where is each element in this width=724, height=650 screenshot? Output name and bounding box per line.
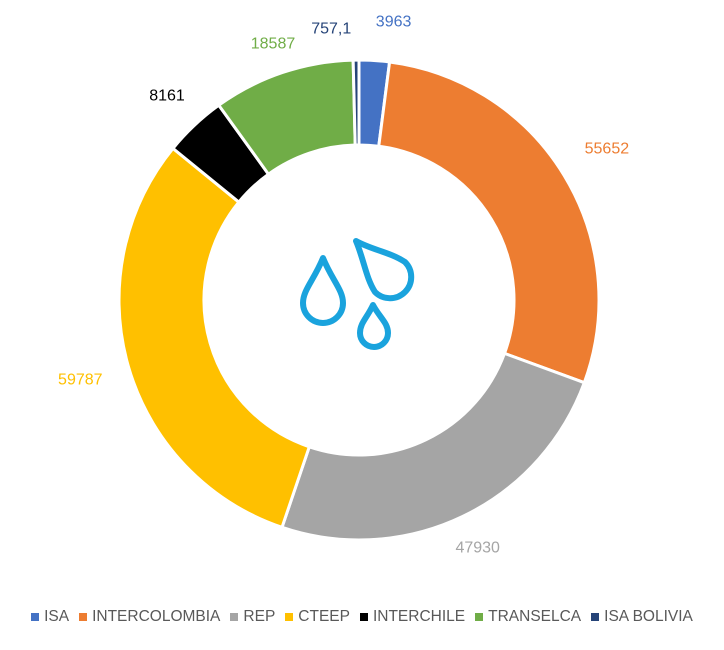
slice-isa-bolivia — [351, 58, 361, 147]
water-drop-right-icon — [353, 238, 415, 302]
legend-item-isa: ISA — [31, 608, 69, 626]
legend-swatch — [31, 613, 40, 621]
legend-swatch — [359, 613, 368, 621]
data-label-transelca: 18587 — [251, 35, 296, 52]
legend-item-interchile: INTERCHILE — [359, 608, 466, 626]
legend-swatch — [591, 613, 600, 621]
water-drop-small-icon — [357, 302, 391, 350]
legend-item-rep: REP — [230, 608, 275, 626]
legend-swatch — [79, 613, 88, 621]
legend-label: INTERCOLOMBIA — [92, 608, 221, 625]
water-drop-left-icon — [300, 255, 346, 326]
legend-item-isa-bolivia: ISA BOLIVIA — [591, 608, 693, 626]
slice-intercolombia — [377, 60, 601, 385]
legend-item-transelca: TRANSELCA — [475, 608, 581, 626]
data-labels: 3963 55652 47930 59787 8161 18587 757,1 — [58, 13, 629, 556]
slice-rep — [280, 351, 587, 542]
legend-label: REP — [243, 608, 276, 625]
legend-swatch — [230, 613, 239, 621]
legend-label: INTERCHILE — [372, 608, 466, 625]
donut-slices — [117, 58, 601, 542]
slice-cteep — [117, 146, 312, 530]
legend-label: CTEEP — [298, 608, 350, 625]
legend-item-intercolombia: INTERCOLOMBIA — [79, 608, 220, 626]
data-label-isa-bolivia: 757,1 — [311, 21, 351, 38]
water-drops-icon — [300, 238, 415, 350]
legend-label: ISA BOLIVIA — [604, 608, 693, 625]
legend-label: ISA — [44, 608, 70, 625]
legend-swatch — [285, 613, 294, 621]
data-label-isa: 3963 — [376, 13, 412, 30]
legend-label: TRANSELCA — [488, 608, 582, 625]
data-label-interchile: 8161 — [149, 87, 185, 104]
legend-item-cteep: CTEEP — [285, 608, 350, 626]
data-label-cteep: 59787 — [58, 371, 103, 388]
data-label-intercolombia: 55652 — [585, 141, 630, 158]
legend-swatch — [475, 613, 484, 621]
data-label-rep: 47930 — [455, 539, 500, 556]
chart-legend: ISA INTERCOLOMBIA REP CTEEP INTERCHILE TRANSE… — [0, 608, 724, 626]
